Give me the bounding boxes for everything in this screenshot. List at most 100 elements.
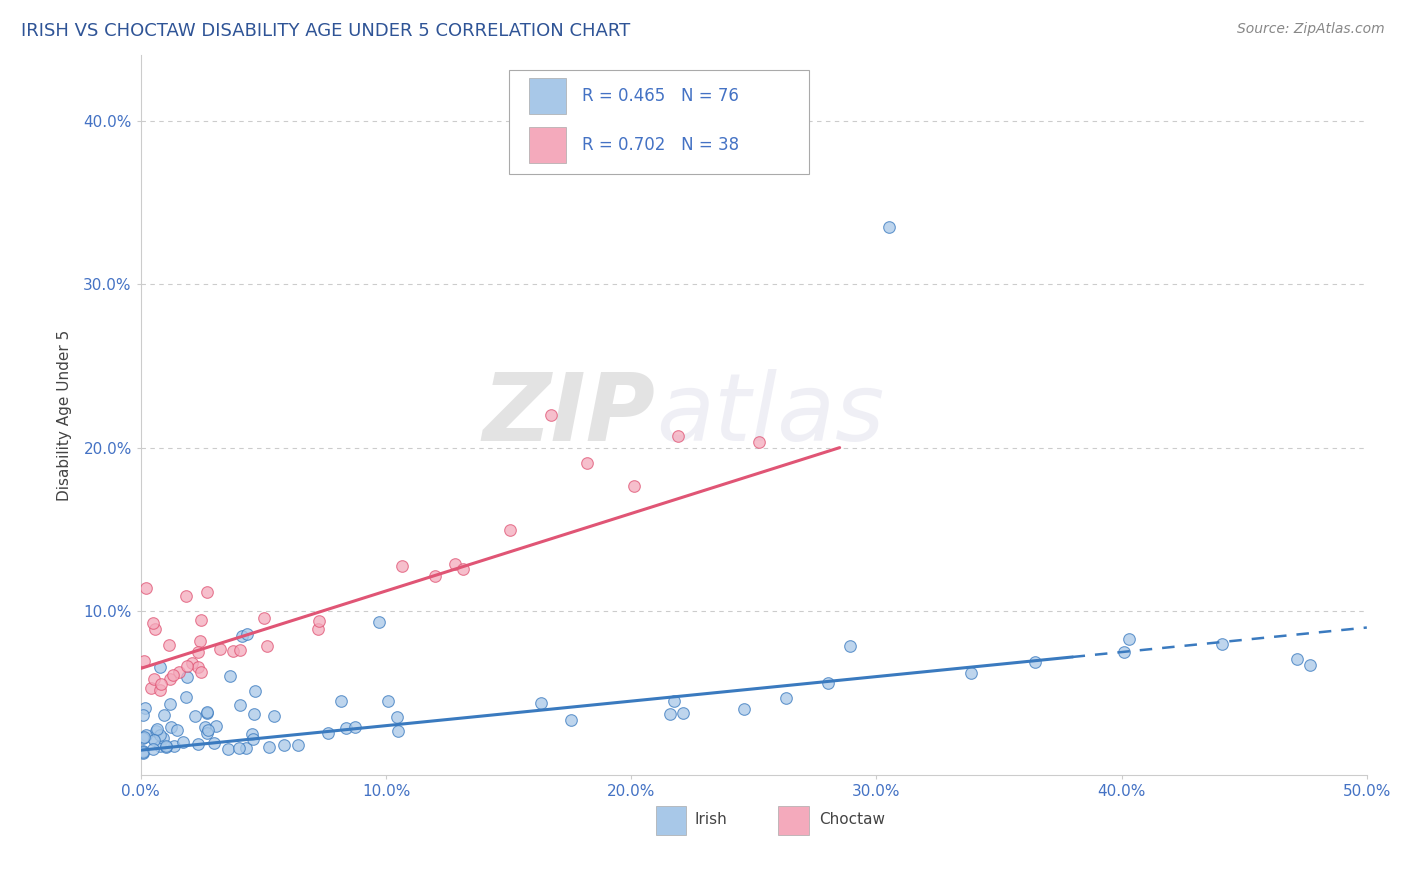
Point: [172, 735, 194, 749]
Point: [666, 429, 689, 443]
Point: [242, 706, 264, 721]
Point: [664, 694, 686, 708]
Point: [560, 714, 582, 728]
Point: [194, 721, 217, 735]
Point: [236, 627, 259, 641]
Point: [181, 656, 204, 670]
Point: [387, 724, 409, 739]
Point: [235, 740, 257, 755]
Point: [176, 690, 198, 704]
Text: Choctaw: Choctaw: [818, 812, 884, 827]
Bar: [779, 806, 808, 835]
Point: [145, 723, 167, 737]
Point: [316, 726, 339, 740]
Text: Source: ZipAtlas.com: Source: ZipAtlas.com: [1237, 22, 1385, 37]
Y-axis label: Disability Age Under 5: Disability Age Under 5: [58, 329, 72, 500]
Point: [187, 645, 209, 659]
Point: [423, 569, 446, 583]
Point: [149, 660, 172, 674]
Bar: [530, 127, 567, 163]
Point: [217, 742, 239, 756]
Point: [228, 698, 250, 712]
Point: [228, 741, 250, 756]
Point: [877, 219, 900, 234]
Point: [190, 665, 212, 680]
Point: [149, 682, 172, 697]
Point: [142, 615, 165, 630]
Point: [197, 726, 219, 740]
Point: [335, 721, 357, 735]
Point: [222, 644, 245, 658]
Point: [132, 744, 155, 758]
Point: [134, 654, 156, 668]
Point: [152, 731, 174, 746]
Point: [273, 738, 295, 752]
Point: [219, 668, 242, 682]
Bar: [655, 806, 686, 835]
Point: [576, 456, 599, 470]
Point: [134, 701, 156, 715]
Point: [1024, 655, 1046, 669]
Point: [229, 642, 252, 657]
Point: [142, 731, 165, 746]
Point: [451, 562, 474, 576]
Point: [150, 677, 173, 691]
Point: [385, 710, 408, 724]
Point: [135, 581, 157, 595]
Point: [1286, 652, 1309, 666]
Point: [142, 672, 165, 686]
Point: [190, 613, 212, 627]
Point: [1211, 637, 1233, 651]
Point: [159, 638, 181, 652]
FancyBboxPatch shape: [509, 70, 808, 174]
Point: [184, 709, 207, 723]
Point: [132, 745, 155, 759]
Point: [139, 681, 162, 695]
Text: Irish: Irish: [695, 812, 728, 827]
Point: [377, 694, 399, 708]
Point: [142, 742, 165, 756]
Point: [329, 694, 352, 708]
Point: [444, 557, 467, 571]
Text: atlas: atlas: [655, 369, 884, 460]
Text: ZIP: ZIP: [482, 369, 655, 461]
Point: [208, 641, 231, 656]
Point: [149, 728, 172, 742]
Point: [202, 736, 225, 750]
Text: IRISH VS CHOCTAW DISABILITY AGE UNDER 5 CORRELATION CHART: IRISH VS CHOCTAW DISABILITY AGE UNDER 5 …: [21, 22, 630, 40]
Point: [132, 731, 155, 746]
Point: [166, 723, 188, 738]
Point: [1118, 632, 1140, 646]
Point: [132, 746, 155, 760]
Point: [343, 721, 366, 735]
Point: [960, 665, 983, 680]
Point: [368, 615, 391, 629]
Point: [143, 622, 166, 636]
Point: [195, 705, 218, 719]
Point: [149, 739, 172, 753]
Point: [162, 667, 184, 681]
Point: [163, 739, 186, 753]
Bar: [530, 78, 567, 114]
Point: [187, 737, 209, 751]
Point: [287, 738, 309, 752]
Text: R = 0.465   N = 76: R = 0.465 N = 76: [582, 87, 740, 105]
Point: [1299, 657, 1322, 672]
Point: [135, 729, 157, 743]
Point: [155, 739, 177, 754]
Point: [176, 659, 198, 673]
Point: [195, 706, 218, 720]
Point: [176, 670, 198, 684]
Point: [132, 708, 155, 723]
Point: [748, 434, 770, 449]
Point: [257, 739, 280, 754]
Point: [160, 720, 183, 734]
Point: [167, 665, 190, 679]
Point: [658, 707, 681, 722]
Point: [529, 696, 551, 710]
Point: [263, 709, 285, 723]
Point: [132, 731, 155, 745]
Point: [499, 524, 522, 538]
Point: [733, 701, 755, 715]
Point: [205, 719, 228, 733]
